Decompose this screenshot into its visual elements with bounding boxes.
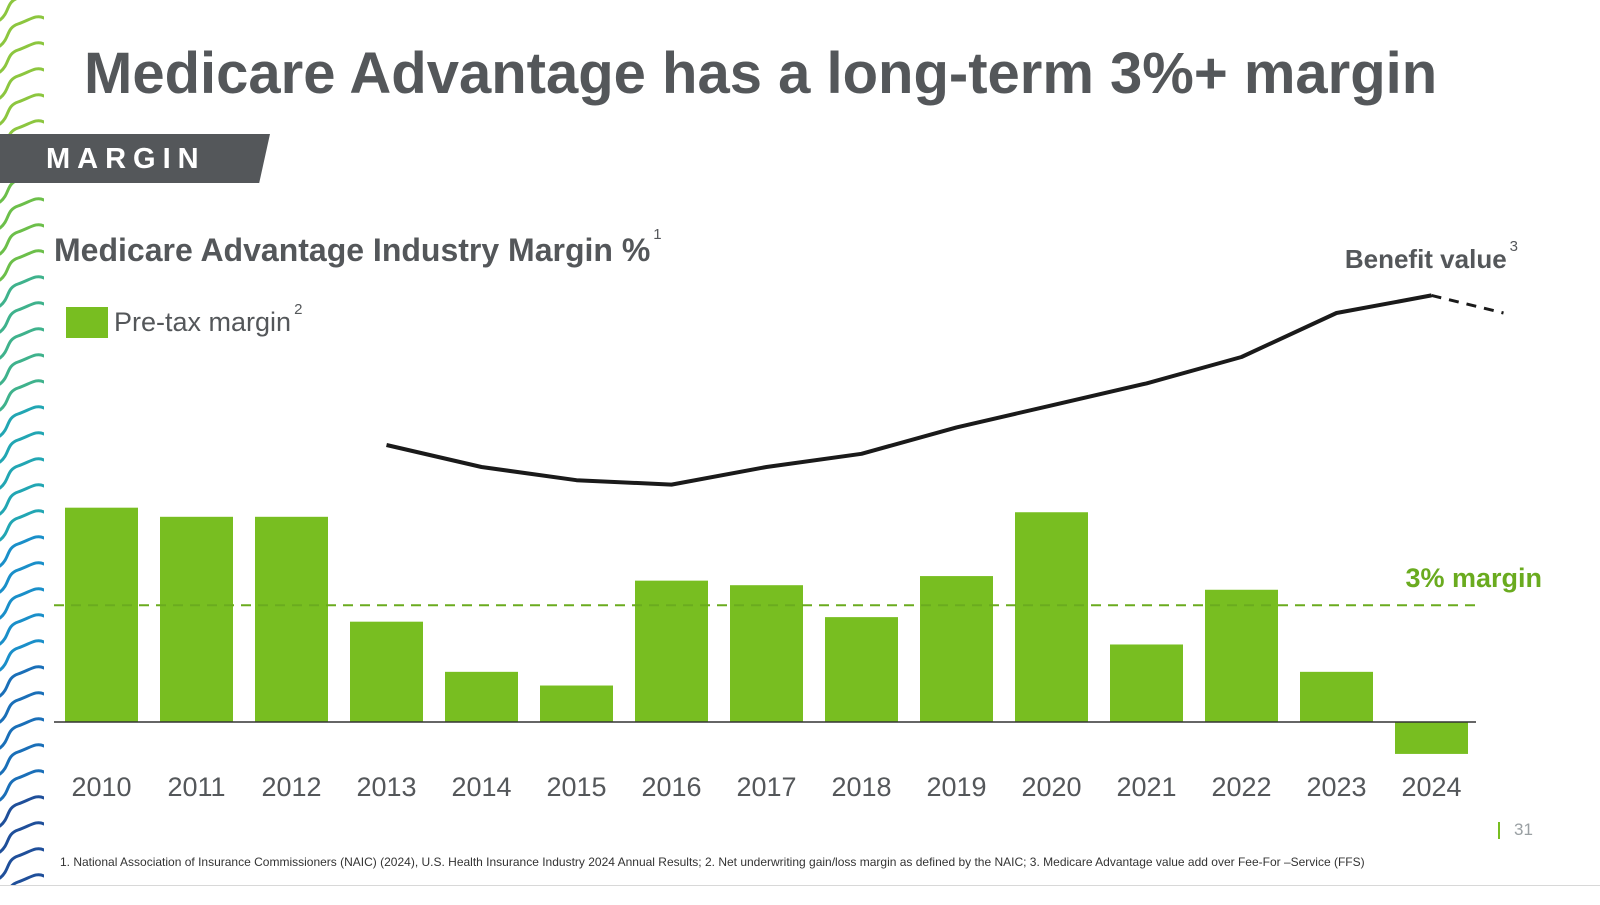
wave-stroke <box>10 873 44 885</box>
wave-stroke <box>0 847 44 880</box>
x-tick-label: 2018 <box>831 772 891 802</box>
wave-stroke <box>0 41 44 74</box>
bar-2017 <box>730 585 803 722</box>
threshold-label: 3% margin <box>1405 563 1542 593</box>
wave-stroke <box>0 665 44 698</box>
bar-2013 <box>350 621 423 722</box>
x-tick-label: 2019 <box>926 772 986 802</box>
x-tick-label: 2017 <box>736 772 796 802</box>
wave-stroke <box>0 639 44 672</box>
legend-footnote-ref: 2 <box>294 301 303 318</box>
wave-stroke <box>0 457 44 490</box>
chart-title: Medicare Advantage Industry Margin % 1 <box>54 226 662 269</box>
section-tag-label: MARGIN <box>46 143 206 175</box>
benefit-footnote-ref: 3 <box>1509 238 1518 255</box>
bar-2020 <box>1015 512 1088 722</box>
wave-stroke <box>0 483 44 516</box>
benefit-value-label: Benefit value 3 <box>1344 238 1518 275</box>
wave-stroke <box>0 509 44 542</box>
wave-stroke <box>0 535 44 568</box>
wave-stroke <box>0 327 44 360</box>
benefit-value-projection <box>1431 293 1504 315</box>
wave-stroke <box>0 353 44 386</box>
bar-2022 <box>1205 589 1278 722</box>
legend-swatch-pre-tax-margin <box>66 307 108 338</box>
slide-title: Medicare Advantage has a long-term 3%+ m… <box>84 41 1438 106</box>
chart-title-text: Medicare Advantage Industry Margin % <box>54 232 651 268</box>
wave-stroke <box>0 613 44 646</box>
x-tick-label: 2014 <box>451 772 511 802</box>
wave-stroke <box>0 743 44 776</box>
wave-stroke <box>0 691 44 724</box>
wave-stroke <box>0 0 18 22</box>
wave-stroke <box>0 301 44 334</box>
bar-2012 <box>255 516 328 722</box>
wave-decoration <box>0 0 44 885</box>
bar-2024 <box>1395 722 1468 754</box>
bar-group <box>65 507 1468 754</box>
wave-stroke <box>0 795 44 828</box>
benefit-value-text: Benefit value <box>1344 244 1507 274</box>
bar-2015 <box>540 685 613 722</box>
x-tick-label: 2023 <box>1306 772 1366 802</box>
chart-title-footnote-ref: 1 <box>653 226 662 243</box>
bar-2010 <box>65 507 138 722</box>
x-tick-label: 2013 <box>356 772 416 802</box>
wave-stroke <box>0 379 44 412</box>
wave-stroke <box>0 769 44 802</box>
wave-stroke <box>0 405 44 438</box>
page-number-marker <box>1498 822 1500 840</box>
wave-stroke <box>0 67 44 100</box>
bar-2021 <box>1110 644 1183 722</box>
wave-stroke <box>0 587 44 620</box>
section-tag: MARGIN <box>0 134 270 183</box>
legend-label: Pre-tax margin 2 <box>114 301 302 338</box>
legend-label-text: Pre-tax margin <box>114 307 292 337</box>
x-tick-label: 2011 <box>167 772 225 802</box>
wave-stroke <box>0 223 44 256</box>
wave-stroke <box>0 249 44 282</box>
wave-stroke <box>0 431 44 464</box>
bar-2016 <box>635 580 708 722</box>
x-tick-label: 2024 <box>1401 772 1461 802</box>
x-axis-labels: 2010 2011 2012 2013 2014 2015 2016 2017 2018 2019… <box>71 772 1461 802</box>
wave-stroke <box>0 717 44 750</box>
bar-2023 <box>1300 671 1373 722</box>
bar-2011 <box>160 516 233 722</box>
bar-2018 <box>825 617 898 722</box>
wave-stroke <box>0 821 44 854</box>
bar-2014 <box>445 671 518 722</box>
x-tick-label: 2021 <box>1116 772 1176 802</box>
benefit-value-line <box>386 293 1432 487</box>
wave-stroke <box>0 197 44 230</box>
x-tick-label: 2016 <box>641 772 701 802</box>
bottom-rule <box>0 885 1600 886</box>
x-tick-label: 2015 <box>546 772 606 802</box>
wave-stroke <box>0 15 44 48</box>
x-tick-label: 2022 <box>1211 772 1271 802</box>
bar-2019 <box>920 576 993 722</box>
x-tick-label: 2020 <box>1021 772 1081 802</box>
x-tick-label: 2012 <box>261 772 321 802</box>
wave-stroke <box>0 561 44 594</box>
page-number-text: 31 <box>1514 820 1533 839</box>
page-number: 31 <box>1498 820 1533 840</box>
wave-stroke <box>0 275 44 308</box>
x-tick-label: 2010 <box>71 772 131 802</box>
wave-stroke <box>0 93 44 126</box>
footnote: 1. National Association of Insurance Com… <box>60 855 1365 869</box>
